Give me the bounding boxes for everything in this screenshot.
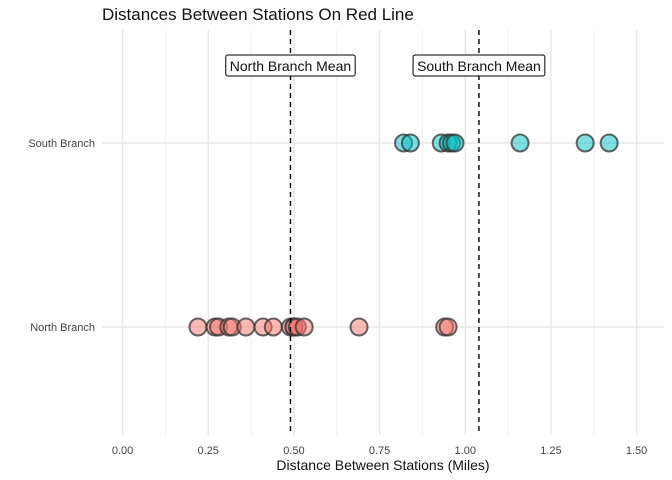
data-point [188, 317, 208, 337]
x-axis-title: Distance Between Stations (Miles) [276, 457, 489, 473]
x-axis-tick-labels: 0.00 0.25 0.50 0.75 1.00 1.25 1.50 [112, 445, 647, 457]
data-point [438, 317, 458, 337]
mean-label: North Branch Mean [225, 54, 356, 77]
mean-reference-lines [289, 30, 480, 435]
data-point [349, 317, 369, 337]
minor-gridlines [164, 30, 595, 435]
mean-label-box [412, 54, 546, 77]
mean-label-text: South Branch Mean [417, 58, 541, 74]
y-tick-label: South Branch [28, 138, 95, 150]
major-gridlines [102, 30, 664, 435]
x-tick-label: 0.25 [198, 445, 219, 457]
y-axis-tick-labels: North Branch South Branch [28, 138, 95, 334]
x-tick-label: 0.00 [112, 445, 133, 457]
y-tick-label: North Branch [30, 322, 95, 334]
mean-label-text: North Branch Mean [230, 58, 351, 74]
data-point [445, 133, 465, 153]
chart-title: Distances Between Stations On Red Line [102, 5, 414, 24]
data-point [599, 133, 619, 153]
x-tick-label: 1.00 [455, 445, 476, 457]
data-points [188, 133, 619, 337]
mean-label: South Branch Mean [412, 54, 546, 77]
data-point [575, 133, 595, 153]
data-point [294, 317, 314, 337]
mean-label-box [225, 54, 356, 77]
data-point [400, 133, 420, 153]
mean-annotations: North Branch Mean South Branch Mean [225, 54, 546, 77]
x-tick-label: 1.25 [540, 445, 561, 457]
x-tick-label: 0.75 [369, 445, 390, 457]
data-point [510, 133, 530, 153]
x-tick-label: 1.50 [626, 445, 647, 457]
x-tick-label: 0.50 [283, 445, 304, 457]
data-point [236, 317, 256, 337]
data-point [263, 317, 283, 337]
